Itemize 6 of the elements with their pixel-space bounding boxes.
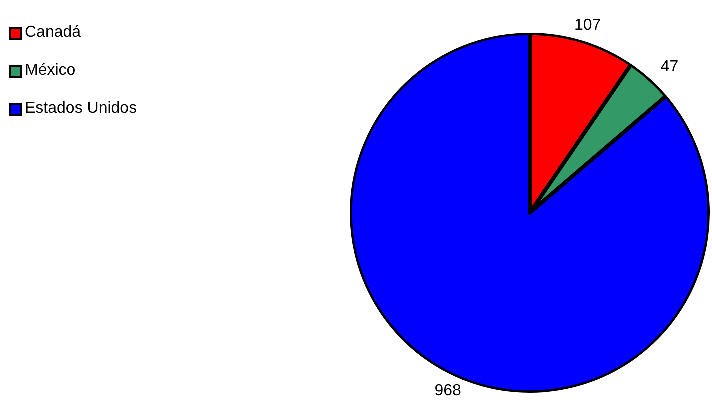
legend-label: México xyxy=(25,62,76,80)
legend-label: Estados Unidos xyxy=(25,100,138,118)
data-label: 107 xyxy=(574,17,602,34)
data-label: 968 xyxy=(434,382,462,400)
legend-label: Canadá xyxy=(25,24,82,42)
data-label: 47 xyxy=(660,58,679,76)
